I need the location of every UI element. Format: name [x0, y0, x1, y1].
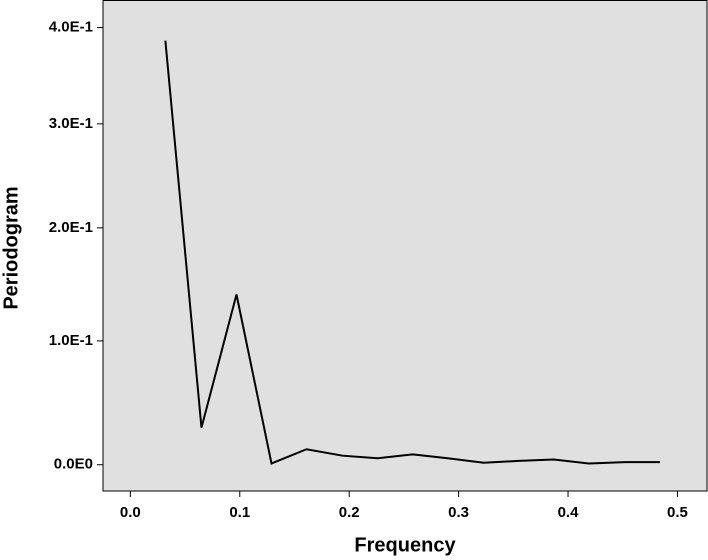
y-axis-label: Periodogram [0, 186, 22, 309]
x-tick-label: 0.4 [558, 504, 580, 521]
x-tick-label: 0.5 [667, 504, 688, 521]
x-tick-label: 0.1 [229, 504, 250, 521]
x-tick-label: 0.3 [448, 504, 469, 521]
plot-area [102, 0, 708, 492]
line [164, 40, 660, 465]
x-tick-label: 0.0 [120, 504, 141, 521]
y-tick-label: 4.0E-1 [49, 19, 93, 36]
y-tick-label: 2.0E-1 [49, 219, 93, 236]
y-tick-label: 1.0E-1 [49, 332, 93, 349]
y-tick-label: 0.0E0 [54, 456, 93, 473]
x-tick-label: 0.2 [339, 504, 360, 521]
x-axis-label: Frequency [354, 534, 456, 556]
y-tick-label: 3.0E-1 [49, 115, 93, 132]
